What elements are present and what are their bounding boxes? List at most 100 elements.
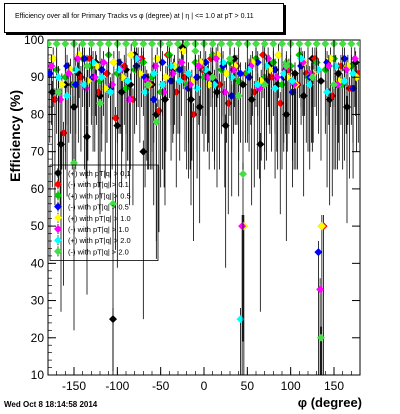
data-point (191, 47, 200, 56)
data-point (174, 39, 182, 48)
data-point (54, 73, 63, 82)
data-point (256, 140, 265, 149)
legend: (+) with pT|q| > 0.1 (-) with pT|q| > 0.1… (49, 164, 159, 261)
data-point (239, 80, 247, 89)
x-axis-label: φ (degree) (298, 395, 362, 410)
data-point (139, 39, 148, 48)
series-2 (50, 43, 360, 375)
data-point (57, 140, 65, 149)
data-point (130, 39, 139, 48)
y-tick-label: 30 (31, 294, 45, 308)
legend-label: (-) with pT|q| > 0.1 (68, 180, 129, 189)
data-point (48, 69, 54, 78)
legend-label: (+) with pT|q| > 2.0 (68, 236, 131, 245)
data-point (109, 199, 117, 208)
data-point (83, 62, 91, 71)
x-tick-label: 0 (201, 379, 208, 393)
data-point (252, 39, 260, 48)
data-point (260, 80, 269, 89)
data-point (165, 39, 174, 48)
data-point (334, 69, 343, 78)
x-tick-label: 150 (324, 379, 344, 393)
data-point (226, 54, 234, 63)
data-point (282, 62, 291, 71)
data-point (126, 80, 135, 89)
data-point (87, 39, 96, 48)
data-point (178, 46, 188, 56)
data-point (222, 69, 231, 78)
legend-label: (-) with pT|q| > 1.0 (68, 225, 129, 234)
legend-label: (+) with pT|q| > 0.1 (68, 169, 131, 178)
legend-label: (+) with pT|q| > 0.5 (68, 191, 131, 200)
data-layer (48, 39, 360, 375)
data-point (234, 91, 243, 100)
data-point (317, 333, 325, 342)
data-point (247, 95, 256, 104)
data-point (217, 39, 226, 48)
x-tick-label: -100 (105, 379, 129, 393)
data-point (317, 221, 327, 231)
data-point (295, 39, 304, 48)
data-point (316, 285, 325, 294)
y-tick-label: 90 (31, 70, 45, 84)
data-point (326, 54, 335, 63)
data-point (57, 80, 67, 90)
data-point (64, 69, 73, 78)
data-point (238, 222, 247, 231)
data-point (48, 62, 56, 71)
data-point (208, 73, 217, 82)
data-point (52, 39, 61, 48)
legend-label: (-) with pT|q| > 2.0 (68, 247, 129, 256)
y-tick-label: 60 (31, 182, 45, 196)
data-point (271, 84, 280, 93)
data-point (195, 103, 204, 111)
chart-title: Efficiency over all for Primary Tracks v… (15, 13, 254, 20)
data-point (97, 73, 106, 82)
data-point (117, 88, 126, 97)
data-point (177, 58, 186, 67)
legend-label: (-) with pT|q| > 0.5 (68, 203, 129, 212)
data-point (152, 117, 161, 126)
x-tick-label: -50 (152, 379, 170, 393)
data-point (350, 54, 359, 63)
data-point (78, 39, 87, 48)
legend-box (49, 164, 159, 261)
y-tick-label: 100 (24, 33, 44, 47)
legend-marker (54, 202, 62, 211)
data-point (236, 315, 245, 324)
data-point (123, 76, 132, 85)
data-point (338, 39, 347, 48)
data-point (340, 76, 349, 85)
series-5 (48, 40, 360, 375)
legend-marker (54, 169, 62, 177)
data-point (312, 39, 321, 48)
data-point (343, 103, 351, 111)
data-point (349, 69, 358, 78)
data-point (253, 80, 262, 89)
data-point (317, 76, 325, 85)
y-tick-label: 40 (31, 256, 45, 270)
x-tick-label: 100 (281, 379, 301, 393)
legend-marker (54, 236, 62, 245)
data-point (356, 39, 360, 48)
data-point (288, 76, 297, 85)
y-tick-label: 10 (31, 368, 45, 382)
data-point (323, 88, 332, 97)
data-point (63, 91, 72, 100)
data-point (143, 80, 152, 89)
data-point (187, 95, 195, 104)
data-point (182, 39, 191, 48)
data-point (274, 50, 283, 60)
x-tick-label: 50 (241, 379, 255, 393)
data-point (184, 69, 193, 78)
footer-timestamp: Wed Oct 8 18:14:58 2014 (4, 400, 98, 409)
data-point (299, 91, 308, 100)
data-point (279, 69, 288, 78)
legend-marker (54, 180, 62, 189)
data-point (236, 69, 245, 78)
data-point (260, 39, 269, 48)
data-point (221, 121, 230, 130)
data-point (54, 88, 63, 97)
data-point (347, 39, 356, 48)
data-point (330, 80, 338, 89)
